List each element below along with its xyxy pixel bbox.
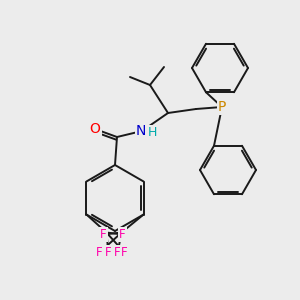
Text: O: O [90, 122, 101, 136]
Text: F: F [96, 246, 103, 259]
Text: F: F [100, 228, 107, 241]
Text: N: N [136, 124, 146, 138]
Text: F: F [105, 246, 112, 259]
Text: F: F [114, 246, 121, 259]
Text: P: P [218, 100, 226, 114]
Text: F: F [119, 228, 126, 241]
Text: F: F [121, 246, 128, 259]
Text: H: H [147, 125, 157, 139]
